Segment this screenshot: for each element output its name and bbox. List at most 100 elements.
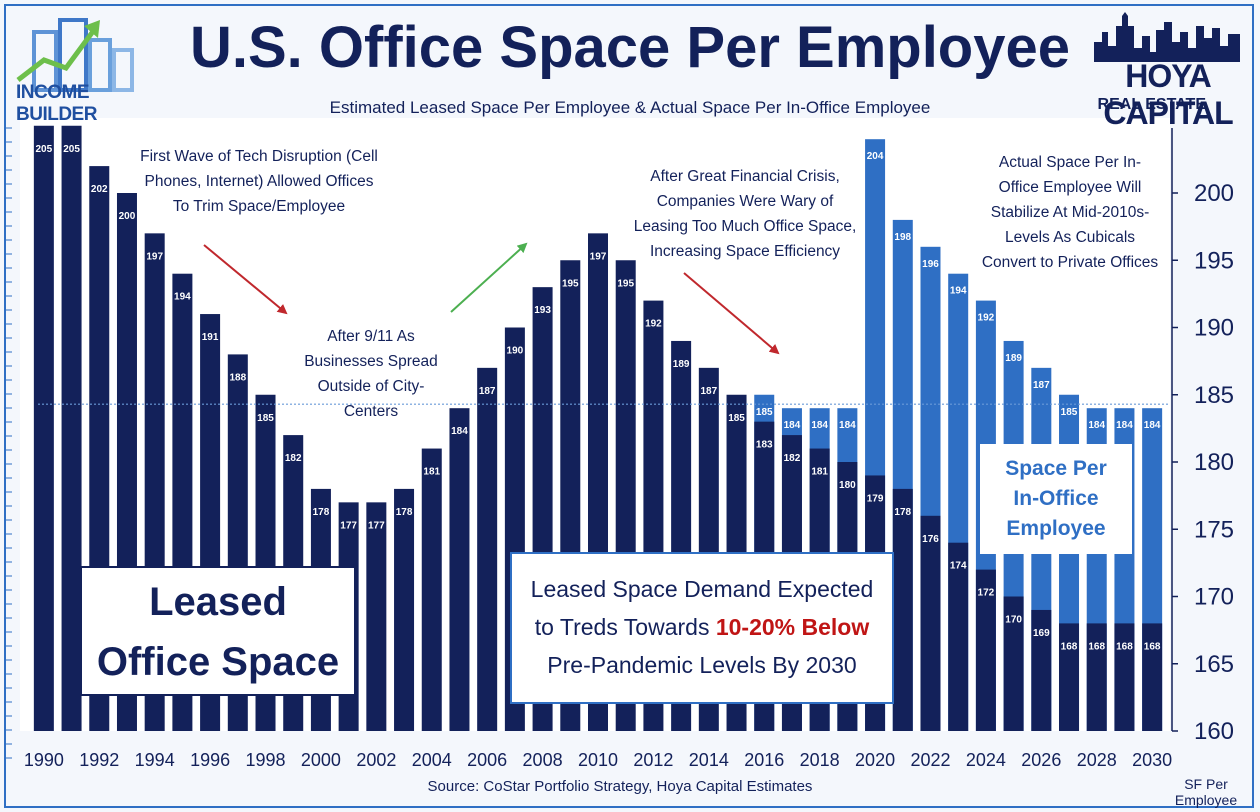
- data-label-leased-1994: 197: [146, 251, 163, 262]
- data-label-leased-2010: 197: [590, 251, 607, 262]
- data-label-leased-2003: 178: [396, 507, 413, 518]
- data-label-in-office-2020: 204: [867, 151, 884, 162]
- bar-leased-2027: [1059, 623, 1080, 731]
- data-label-leased-2021: 178: [894, 507, 911, 518]
- data-label-leased-2016: 183: [756, 440, 773, 451]
- annotation-tech-disruption: First Wave of Tech Disruption (Cell Phon…: [140, 148, 378, 215]
- data-label-leased-2013: 189: [673, 359, 690, 370]
- bar-leased-2023: [948, 542, 969, 731]
- arrow-up-2000s: [450, 242, 528, 313]
- x-tick-label-2014: 2014: [689, 750, 729, 770]
- data-label-in-office-2018: 184: [811, 420, 828, 431]
- data-label-in-office-2021: 198: [894, 232, 911, 243]
- x-tick-label-2008: 2008: [523, 750, 563, 770]
- data-label-leased-2004: 181: [423, 467, 440, 478]
- data-label-in-office-2017: 184: [784, 420, 801, 431]
- bar-leased-2006: [477, 367, 498, 731]
- y-tick-label-165: 165: [1194, 651, 1234, 678]
- data-label-leased-2002: 177: [368, 520, 385, 531]
- y-tick-label-175: 175: [1194, 516, 1234, 543]
- data-label-in-office-2023: 194: [950, 286, 967, 297]
- x-tick-label-2016: 2016: [744, 750, 784, 770]
- bar-leased-2002: [366, 502, 387, 731]
- data-label-in-office-2028: 184: [1088, 420, 1105, 431]
- bar-leased-2026: [1031, 609, 1052, 731]
- data-label-leased-2030: 168: [1144, 641, 1161, 652]
- x-tick-label-1992: 1992: [79, 750, 119, 770]
- data-label-leased-2022: 176: [922, 534, 939, 545]
- x-tick-label-2012: 2012: [633, 750, 673, 770]
- bar-leased-2022: [920, 515, 941, 731]
- page-subtitle: Estimated Leased Space Per Employee & Ac…: [329, 98, 931, 117]
- bar-leased-2003: [394, 488, 415, 731]
- annotation-financial-crisis: After Great Financial Crisis, Companies …: [633, 168, 857, 260]
- data-label-leased-1991: 205: [63, 144, 80, 155]
- data-label-leased-1990: 205: [36, 144, 53, 155]
- y-tick-label-160: 160: [1194, 718, 1234, 745]
- bar-leased-2024: [975, 569, 996, 731]
- bar-leased-2028: [1086, 623, 1107, 731]
- data-label-leased-2000: 178: [313, 507, 330, 518]
- data-label-in-office-2029: 184: [1116, 420, 1133, 431]
- income-builder-logo-text: INCOME BUILDER: [16, 82, 97, 125]
- data-label-leased-2027: 168: [1061, 641, 1078, 652]
- x-tick-label-2020: 2020: [855, 750, 895, 770]
- data-label-leased-1999: 182: [285, 453, 302, 464]
- arrow-down-1990s: [203, 244, 288, 315]
- x-tick-label-2030: 2030: [1132, 750, 1172, 770]
- data-label-in-office-2026: 187: [1033, 380, 1050, 391]
- data-label-leased-2018: 181: [811, 467, 828, 478]
- bar-leased-2029: [1114, 623, 1135, 731]
- data-label-leased-2024: 172: [978, 588, 995, 599]
- demand-forecast-box: Leased Space Demand Expected to Treds To…: [510, 552, 894, 704]
- bar-leased-1990: [33, 125, 54, 731]
- x-tick-label-1994: 1994: [135, 750, 175, 770]
- x-tick-label-2006: 2006: [467, 750, 507, 770]
- annotation-nine-eleven: After 9/11 As Businesses Spread Outside …: [304, 328, 438, 420]
- x-tick-label-1998: 1998: [245, 750, 285, 770]
- data-label-in-office-2027: 185: [1061, 407, 1078, 418]
- data-label-leased-1993: 200: [119, 211, 136, 222]
- data-label-leased-2009: 195: [562, 278, 579, 289]
- bar-leased-2021: [892, 488, 913, 731]
- data-label-leased-1995: 194: [174, 292, 191, 303]
- in-office-label-box: Space Per In-Office Employee: [980, 444, 1132, 554]
- x-tick-label-2022: 2022: [910, 750, 950, 770]
- data-label-leased-2028: 168: [1088, 641, 1105, 652]
- data-label-leased-1998: 185: [257, 413, 274, 424]
- x-tick-label-2024: 2024: [966, 750, 1006, 770]
- bar-leased-1991: [61, 125, 82, 731]
- y-axis-unit-label: SF Per Employee: [1174, 776, 1238, 808]
- data-label-leased-2008: 193: [534, 305, 551, 316]
- hoya-capital-logo-name: HOYA CAPITAL: [1103, 58, 1233, 131]
- x-tick-label-2004: 2004: [412, 750, 452, 770]
- y-tick-label-190: 190: [1194, 315, 1234, 342]
- x-tick-label-2026: 2026: [1021, 750, 1061, 770]
- annotation-stabilize: Actual Space Per In- Office Employee Wil…: [981, 154, 1159, 271]
- bar-leased-2005: [449, 408, 470, 731]
- bar-leased-2030: [1142, 623, 1163, 731]
- data-label-in-office-2030: 184: [1144, 420, 1161, 431]
- x-tick-label-2018: 2018: [800, 750, 840, 770]
- x-tick-label-1990: 1990: [24, 750, 64, 770]
- source-note: Source: CoStar Portfolio Strategy, Hoya …: [427, 778, 813, 795]
- page-title: U.S. Office Space Per Employee: [189, 15, 1071, 80]
- y-tick-label-180: 180: [1194, 449, 1234, 476]
- x-tick-label-2002: 2002: [356, 750, 396, 770]
- data-label-leased-1996: 191: [202, 332, 219, 343]
- hoya-capital-skyline-icon: [1094, 12, 1240, 62]
- demand-highlight: 10-20% Below: [715, 614, 870, 640]
- data-label-leased-1992: 202: [91, 184, 108, 195]
- data-label-leased-2019: 180: [839, 480, 856, 491]
- data-label-in-office-2025: 189: [1005, 353, 1022, 364]
- data-label-in-office-2024: 192: [978, 313, 995, 324]
- y-tick-label-195: 195: [1194, 247, 1234, 274]
- data-label-in-office-2019: 184: [839, 420, 856, 431]
- data-label-leased-2020: 179: [867, 493, 884, 504]
- x-tick-label-1996: 1996: [190, 750, 230, 770]
- data-label-leased-2029: 168: [1116, 641, 1133, 652]
- data-label-leased-2025: 170: [1005, 615, 1022, 626]
- data-label-leased-2006: 187: [479, 386, 496, 397]
- data-label-leased-2005: 184: [451, 426, 468, 437]
